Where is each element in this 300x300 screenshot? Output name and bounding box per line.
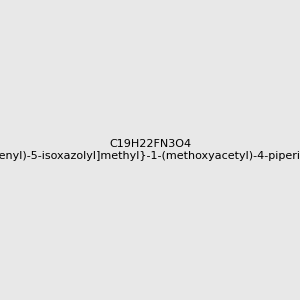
Text: C19H22FN3O4
N-{[3-(3-fluorophenyl)-5-isoxazolyl]methyl}-1-(methoxyacetyl)-4-pipe: C19H22FN3O4 N-{[3-(3-fluorophenyl)-5-iso… (0, 139, 300, 161)
